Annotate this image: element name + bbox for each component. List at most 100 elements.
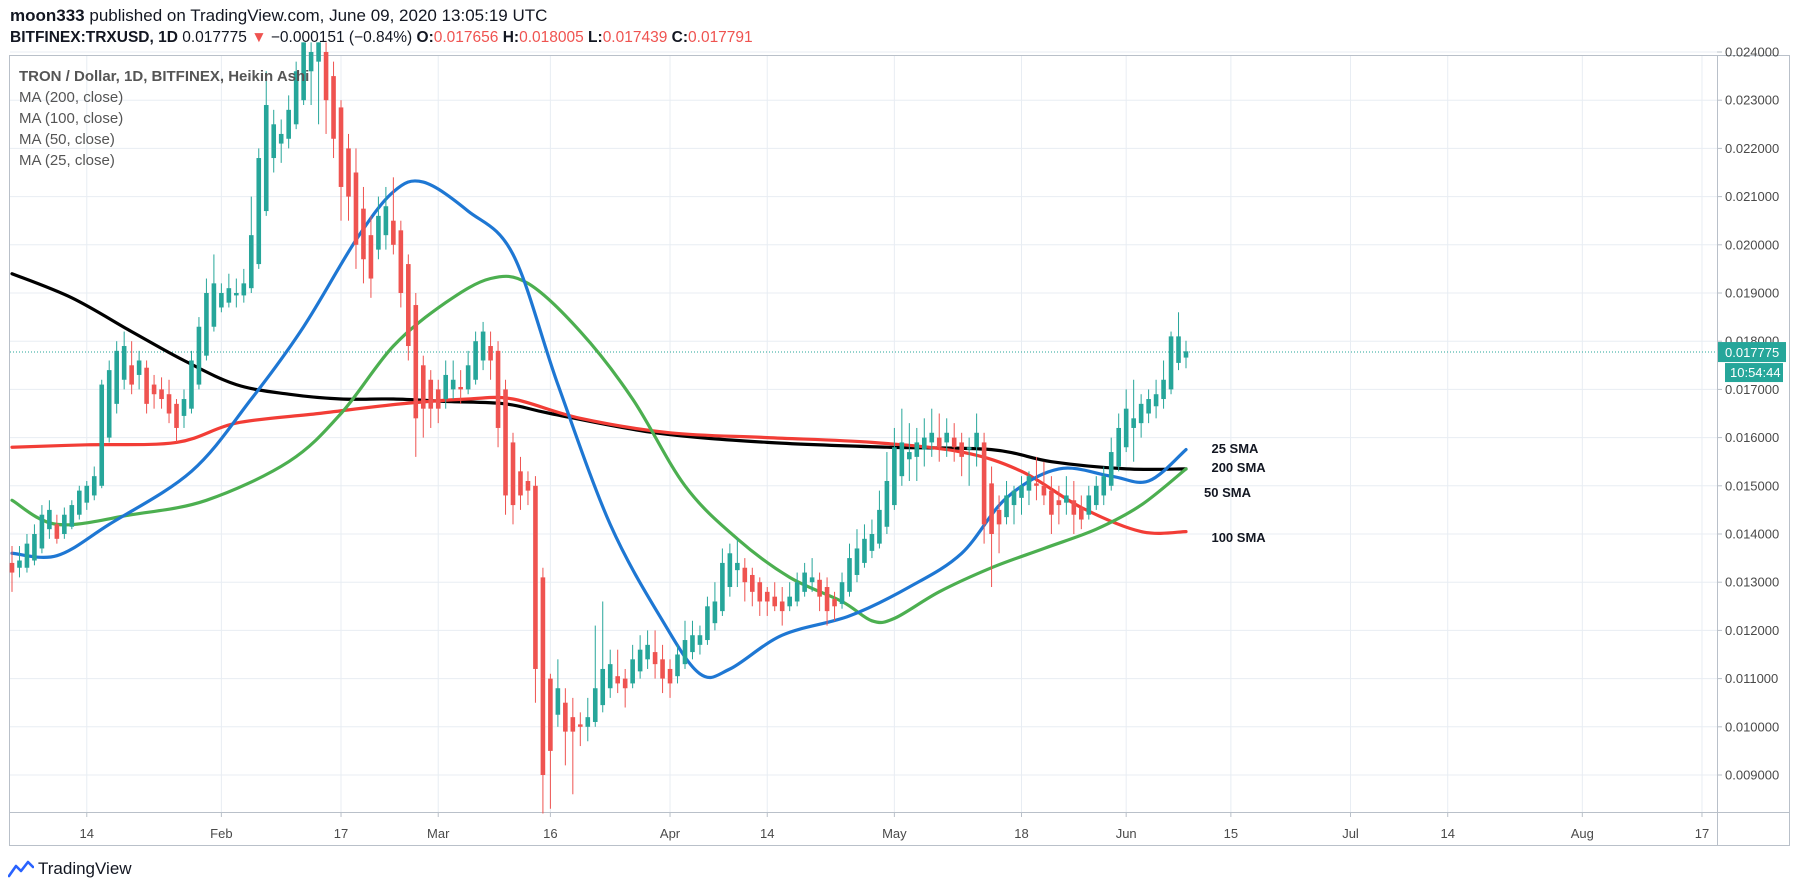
candle-body <box>660 659 665 679</box>
price-tag-value: 0.017775 <box>1725 345 1779 360</box>
candle <box>84 480 90 510</box>
candle <box>32 524 37 566</box>
candle <box>907 423 912 481</box>
legend-ma50[interactable]: MA (50, close) <box>19 131 115 148</box>
candle <box>1101 466 1107 506</box>
candle-body <box>1131 418 1136 428</box>
candle-body <box>316 42 321 62</box>
candle <box>929 408 935 457</box>
ma-label: 100 SMA <box>1211 530 1266 545</box>
candle <box>1026 471 1032 506</box>
candle-body <box>99 384 105 486</box>
candle <box>241 268 247 303</box>
price-tick-label: 0.010000 <box>1725 719 1779 734</box>
candle-body <box>1168 336 1174 390</box>
candle <box>248 196 254 293</box>
candle <box>637 635 643 679</box>
candle-body <box>443 374 449 400</box>
candle-body <box>944 432 950 443</box>
candle-body <box>600 668 606 706</box>
chart-legend[interactable]: TRON / Dollar, 1D, BITFINEX, Heikin Ashi… <box>19 66 309 171</box>
candle <box>331 61 336 159</box>
candle <box>555 659 561 727</box>
candle <box>1004 480 1009 525</box>
candle <box>1019 476 1024 515</box>
candle <box>428 370 434 428</box>
candle-body <box>563 702 568 732</box>
candle <box>9 546 15 592</box>
current-price-tags: 0.017775 10:54:44 <box>1718 342 1786 383</box>
candle <box>278 119 284 163</box>
candle-body <box>802 572 807 592</box>
candle-body <box>764 591 770 602</box>
candle <box>607 649 613 698</box>
candle <box>376 196 381 260</box>
legend-ma200[interactable]: MA (200, close) <box>19 89 124 106</box>
legend-ma100[interactable]: MA (100, close) <box>19 110 124 127</box>
candle <box>705 596 710 645</box>
candle-body <box>735 562 740 571</box>
time-tick-label: 17 <box>1695 826 1709 841</box>
candle-body <box>271 124 277 159</box>
legend-ma25[interactable]: MA (25, close) <box>19 152 115 169</box>
symbol-label[interactable]: BITFINEX:TRXUSD, 1D <box>10 29 178 46</box>
candle <box>877 490 882 549</box>
candle <box>174 399 179 443</box>
candle-body <box>921 437 927 450</box>
footer-brand[interactable]: TradingView <box>8 859 132 879</box>
candle <box>854 529 860 583</box>
candle <box>1161 360 1166 409</box>
candle <box>944 418 950 457</box>
last-price: 0.017775 <box>182 29 247 46</box>
candle-body <box>772 596 778 607</box>
candle-body <box>465 365 471 390</box>
candles[interactable] <box>9 42 1189 814</box>
candle <box>727 543 733 597</box>
candle <box>24 534 30 573</box>
candle <box>645 630 650 669</box>
candle <box>503 379 508 515</box>
candle <box>847 543 852 597</box>
price-chart[interactable]: 0.024000 0.023000 0.022000 0.021000 0.020000… <box>0 0 1805 850</box>
candle-body <box>346 148 351 197</box>
candle <box>435 379 441 424</box>
candle-body <box>136 360 142 375</box>
candle-body <box>62 514 67 534</box>
brand-name: TradingView <box>38 859 132 878</box>
candle-body <box>383 206 389 236</box>
candle-body <box>592 688 598 722</box>
candle-body <box>32 534 37 561</box>
candle <box>99 379 105 489</box>
candle <box>69 500 75 530</box>
candle <box>675 644 680 684</box>
candle-body <box>989 483 994 534</box>
candle <box>1079 495 1084 530</box>
candle-body <box>548 678 553 751</box>
time-tick-label: May <box>882 826 907 841</box>
time-tick-label: 18 <box>1014 826 1028 841</box>
author-name[interactable]: moon333 <box>10 6 85 25</box>
candle-body <box>578 724 583 727</box>
countdown-tag-bg <box>1725 363 1783 383</box>
price-tick-label: 0.024000 <box>1725 45 1779 60</box>
candle <box>667 659 673 698</box>
candle-body <box>570 717 576 732</box>
candle <box>1034 456 1039 501</box>
candle-body <box>854 548 860 575</box>
candle <box>293 61 299 130</box>
candle <box>989 466 994 588</box>
candle-body <box>76 490 82 515</box>
candle-body <box>1079 507 1084 520</box>
open-value: 0.017656 <box>433 29 499 46</box>
candle-body <box>248 235 254 289</box>
candle-body <box>241 283 247 296</box>
candle-body <box>877 509 882 544</box>
candle-body <box>17 560 22 568</box>
price-tick-label: 0.011000 <box>1725 671 1778 686</box>
candle-body <box>159 389 164 400</box>
candle-body <box>1056 500 1062 506</box>
candle-body <box>54 524 60 539</box>
candle-body <box>361 208 366 260</box>
close-label: C: <box>671 29 689 46</box>
close-value: 0.017791 <box>688 29 753 46</box>
